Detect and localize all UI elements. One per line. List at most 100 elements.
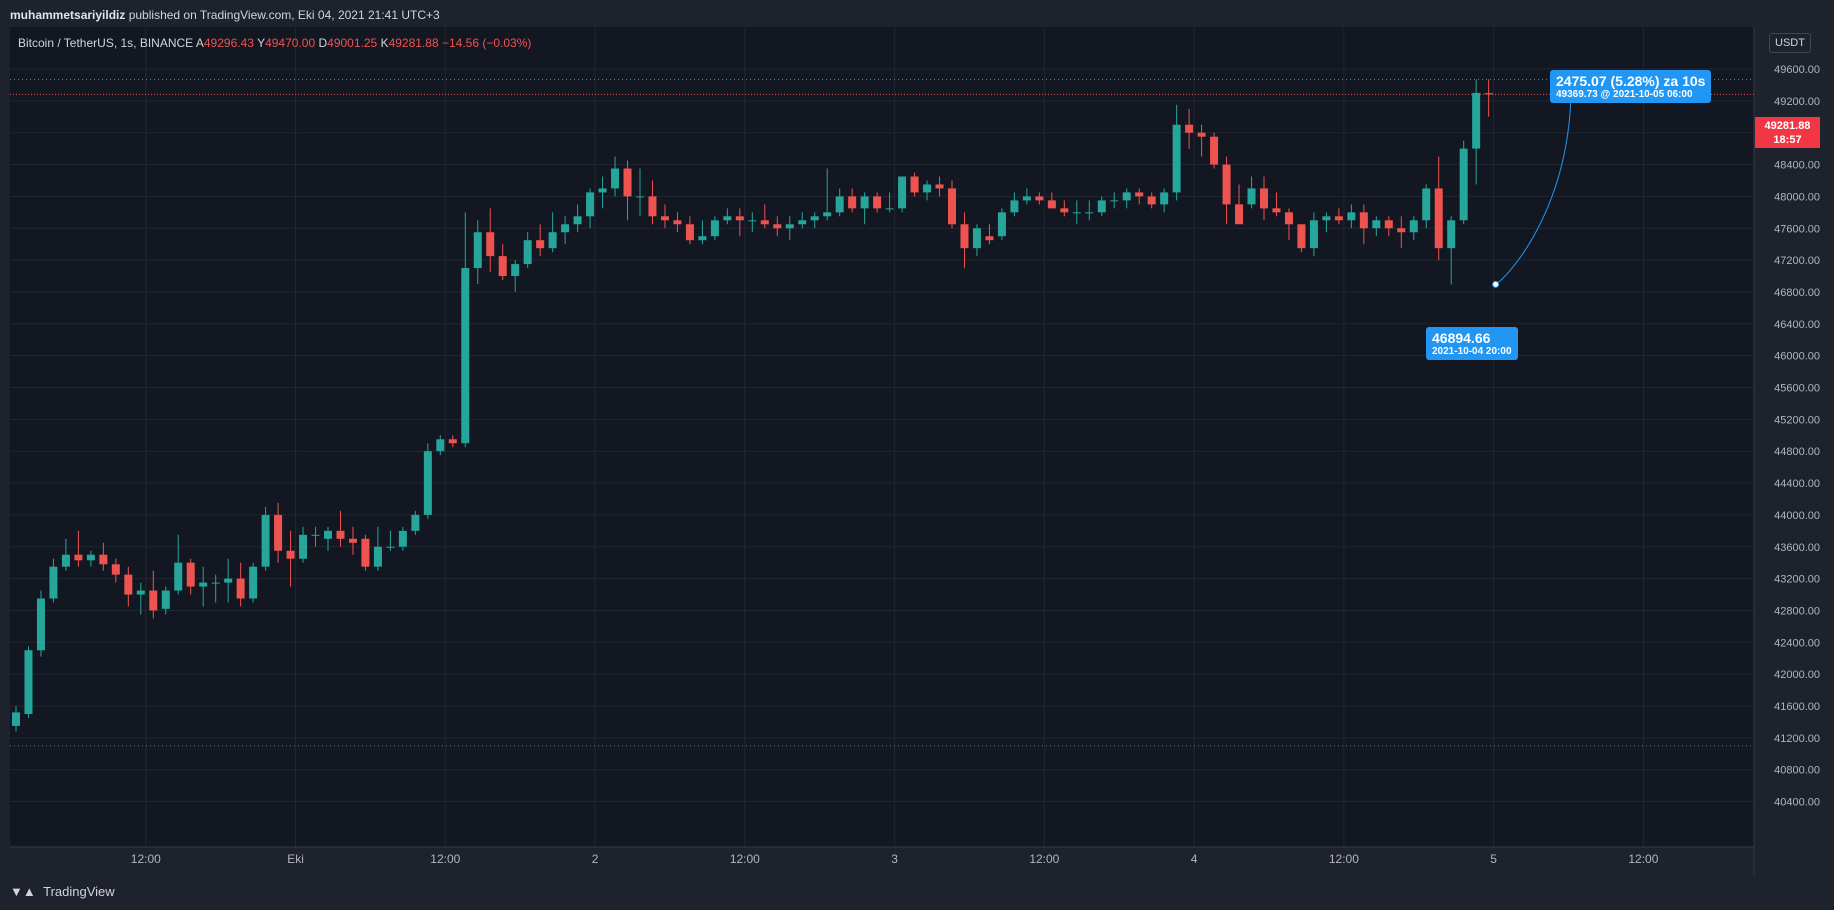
candle-body[interactable] — [136, 590, 145, 595]
candle-body[interactable] — [436, 439, 445, 452]
candle-body[interactable] — [261, 514, 270, 567]
candle-body[interactable] — [623, 168, 632, 197]
candle-body[interactable] — [586, 192, 595, 217]
candle-body[interactable] — [324, 530, 332, 539]
candle-body[interactable] — [985, 236, 994, 241]
candle-body[interactable] — [660, 216, 669, 221]
candle-body[interactable] — [1309, 220, 1318, 249]
currency-button[interactable]: USDT — [1769, 33, 1811, 53]
candle-body[interactable] — [1047, 200, 1056, 209]
candle-body[interactable] — [573, 216, 582, 225]
candle-body[interactable] — [12, 712, 20, 726]
high-callout[interactable]: 2475.07 (5.28%) za 10s 49369.73 @ 2021-1… — [1550, 70, 1712, 103]
candle-body[interactable] — [1322, 216, 1331, 221]
candle-body[interactable] — [1297, 224, 1306, 249]
candle-body[interactable] — [1384, 220, 1393, 229]
candle-body[interactable] — [1260, 188, 1268, 209]
candle-body[interactable] — [361, 538, 370, 567]
candle-body[interactable] — [511, 264, 520, 277]
candle-body[interactable] — [1447, 220, 1456, 249]
candle-body[interactable] — [1185, 124, 1194, 133]
candle-body[interactable] — [236, 578, 245, 599]
candle-body[interactable] — [311, 534, 320, 536]
candle-body[interactable] — [885, 208, 894, 210]
candle-body[interactable] — [1272, 208, 1281, 213]
candle-body[interactable] — [785, 224, 794, 229]
candle-body[interactable] — [186, 562, 195, 587]
candle-body[interactable] — [299, 534, 308, 559]
candle-body[interactable] — [111, 564, 120, 575]
candle-body[interactable] — [486, 232, 495, 257]
candle-body[interactable] — [224, 578, 233, 583]
candle-body[interactable] — [124, 574, 133, 595]
candle-body[interactable] — [36, 598, 45, 651]
candle-body[interactable] — [760, 220, 769, 225]
candle-body[interactable] — [49, 566, 58, 599]
candle-body[interactable] — [336, 530, 345, 539]
candle-body[interactable] — [1422, 188, 1431, 221]
candle-body[interactable] — [611, 168, 620, 189]
candle-body[interactable] — [748, 220, 757, 222]
candle-body[interactable] — [211, 582, 220, 584]
candle-body[interactable] — [1284, 212, 1293, 225]
candle-body[interactable] — [873, 196, 882, 209]
brand-name[interactable]: TradingView — [43, 884, 115, 899]
candle-body[interactable] — [1197, 132, 1206, 137]
candle-body[interactable] — [1334, 216, 1343, 221]
candle-body[interactable] — [1459, 148, 1468, 221]
candle-body[interactable] — [461, 268, 470, 444]
candle-body[interactable] — [923, 184, 932, 193]
candle-body[interactable] — [735, 216, 744, 221]
candle-body[interactable] — [1085, 212, 1094, 214]
candle-body[interactable] — [972, 228, 981, 249]
candle-body[interactable] — [960, 224, 969, 249]
candle-body[interactable] — [773, 224, 782, 229]
chart-area[interactable]: 40400.00 40800.00 41200.00 41600.00 42000.00… — [10, 27, 1834, 875]
candle-body[interactable] — [648, 196, 657, 217]
candle-body[interactable] — [199, 582, 208, 587]
candle-body[interactable] — [24, 650, 33, 714]
candle-body[interactable] — [673, 220, 682, 225]
candle-body[interactable] — [411, 514, 420, 531]
candle-body[interactable] — [473, 232, 482, 269]
candle-body[interactable] — [536, 240, 545, 249]
candle-body[interactable] — [348, 538, 357, 543]
candlestick-chart[interactable]: 40400.00 40800.00 41200.00 41600.00 42000.00… — [10, 27, 1834, 875]
candle-body[interactable] — [1472, 92, 1481, 149]
candle-body[interactable] — [99, 554, 108, 565]
candle-body[interactable] — [398, 530, 407, 547]
candle-body[interactable] — [1434, 188, 1443, 249]
candle-body[interactable] — [523, 240, 532, 265]
candle-body[interactable] — [1372, 220, 1381, 229]
candle-body[interactable] — [174, 562, 183, 591]
candle-body[interactable] — [1484, 93, 1493, 95]
candle-body[interactable] — [1172, 124, 1181, 193]
candle-body[interactable] — [61, 554, 70, 567]
candle-body[interactable] — [286, 550, 295, 559]
candle-body[interactable] — [448, 439, 457, 444]
candle-body[interactable] — [636, 196, 644, 198]
candle-body[interactable] — [498, 256, 507, 277]
candle-body[interactable] — [1135, 192, 1144, 197]
candle-body[interactable] — [1122, 192, 1131, 201]
candle-body[interactable] — [823, 212, 832, 217]
candle-body[interactable] — [1359, 212, 1368, 229]
candle-body[interactable] — [74, 554, 83, 561]
candle-body[interactable] — [848, 196, 857, 209]
candle-body[interactable] — [698, 236, 707, 241]
candle-body[interactable] — [1010, 200, 1019, 213]
candle-body[interactable] — [1097, 200, 1106, 213]
candle-body[interactable] — [1035, 196, 1044, 201]
candle-body[interactable] — [1072, 212, 1081, 214]
candle-body[interactable] — [723, 216, 732, 221]
candle-body[interactable] — [898, 176, 907, 209]
candle-body[interactable] — [548, 232, 557, 249]
low-callout[interactable]: 46894.66 2021-10-04 20:00 — [1426, 327, 1518, 360]
candle-body[interactable] — [1247, 188, 1256, 205]
candle-body[interactable] — [1397, 228, 1406, 233]
candle-body[interactable] — [1160, 192, 1169, 205]
candle-body[interactable] — [910, 176, 919, 193]
candle-body[interactable] — [997, 212, 1006, 237]
candle-body[interactable] — [1060, 208, 1069, 213]
candle-body[interactable] — [1210, 136, 1219, 165]
